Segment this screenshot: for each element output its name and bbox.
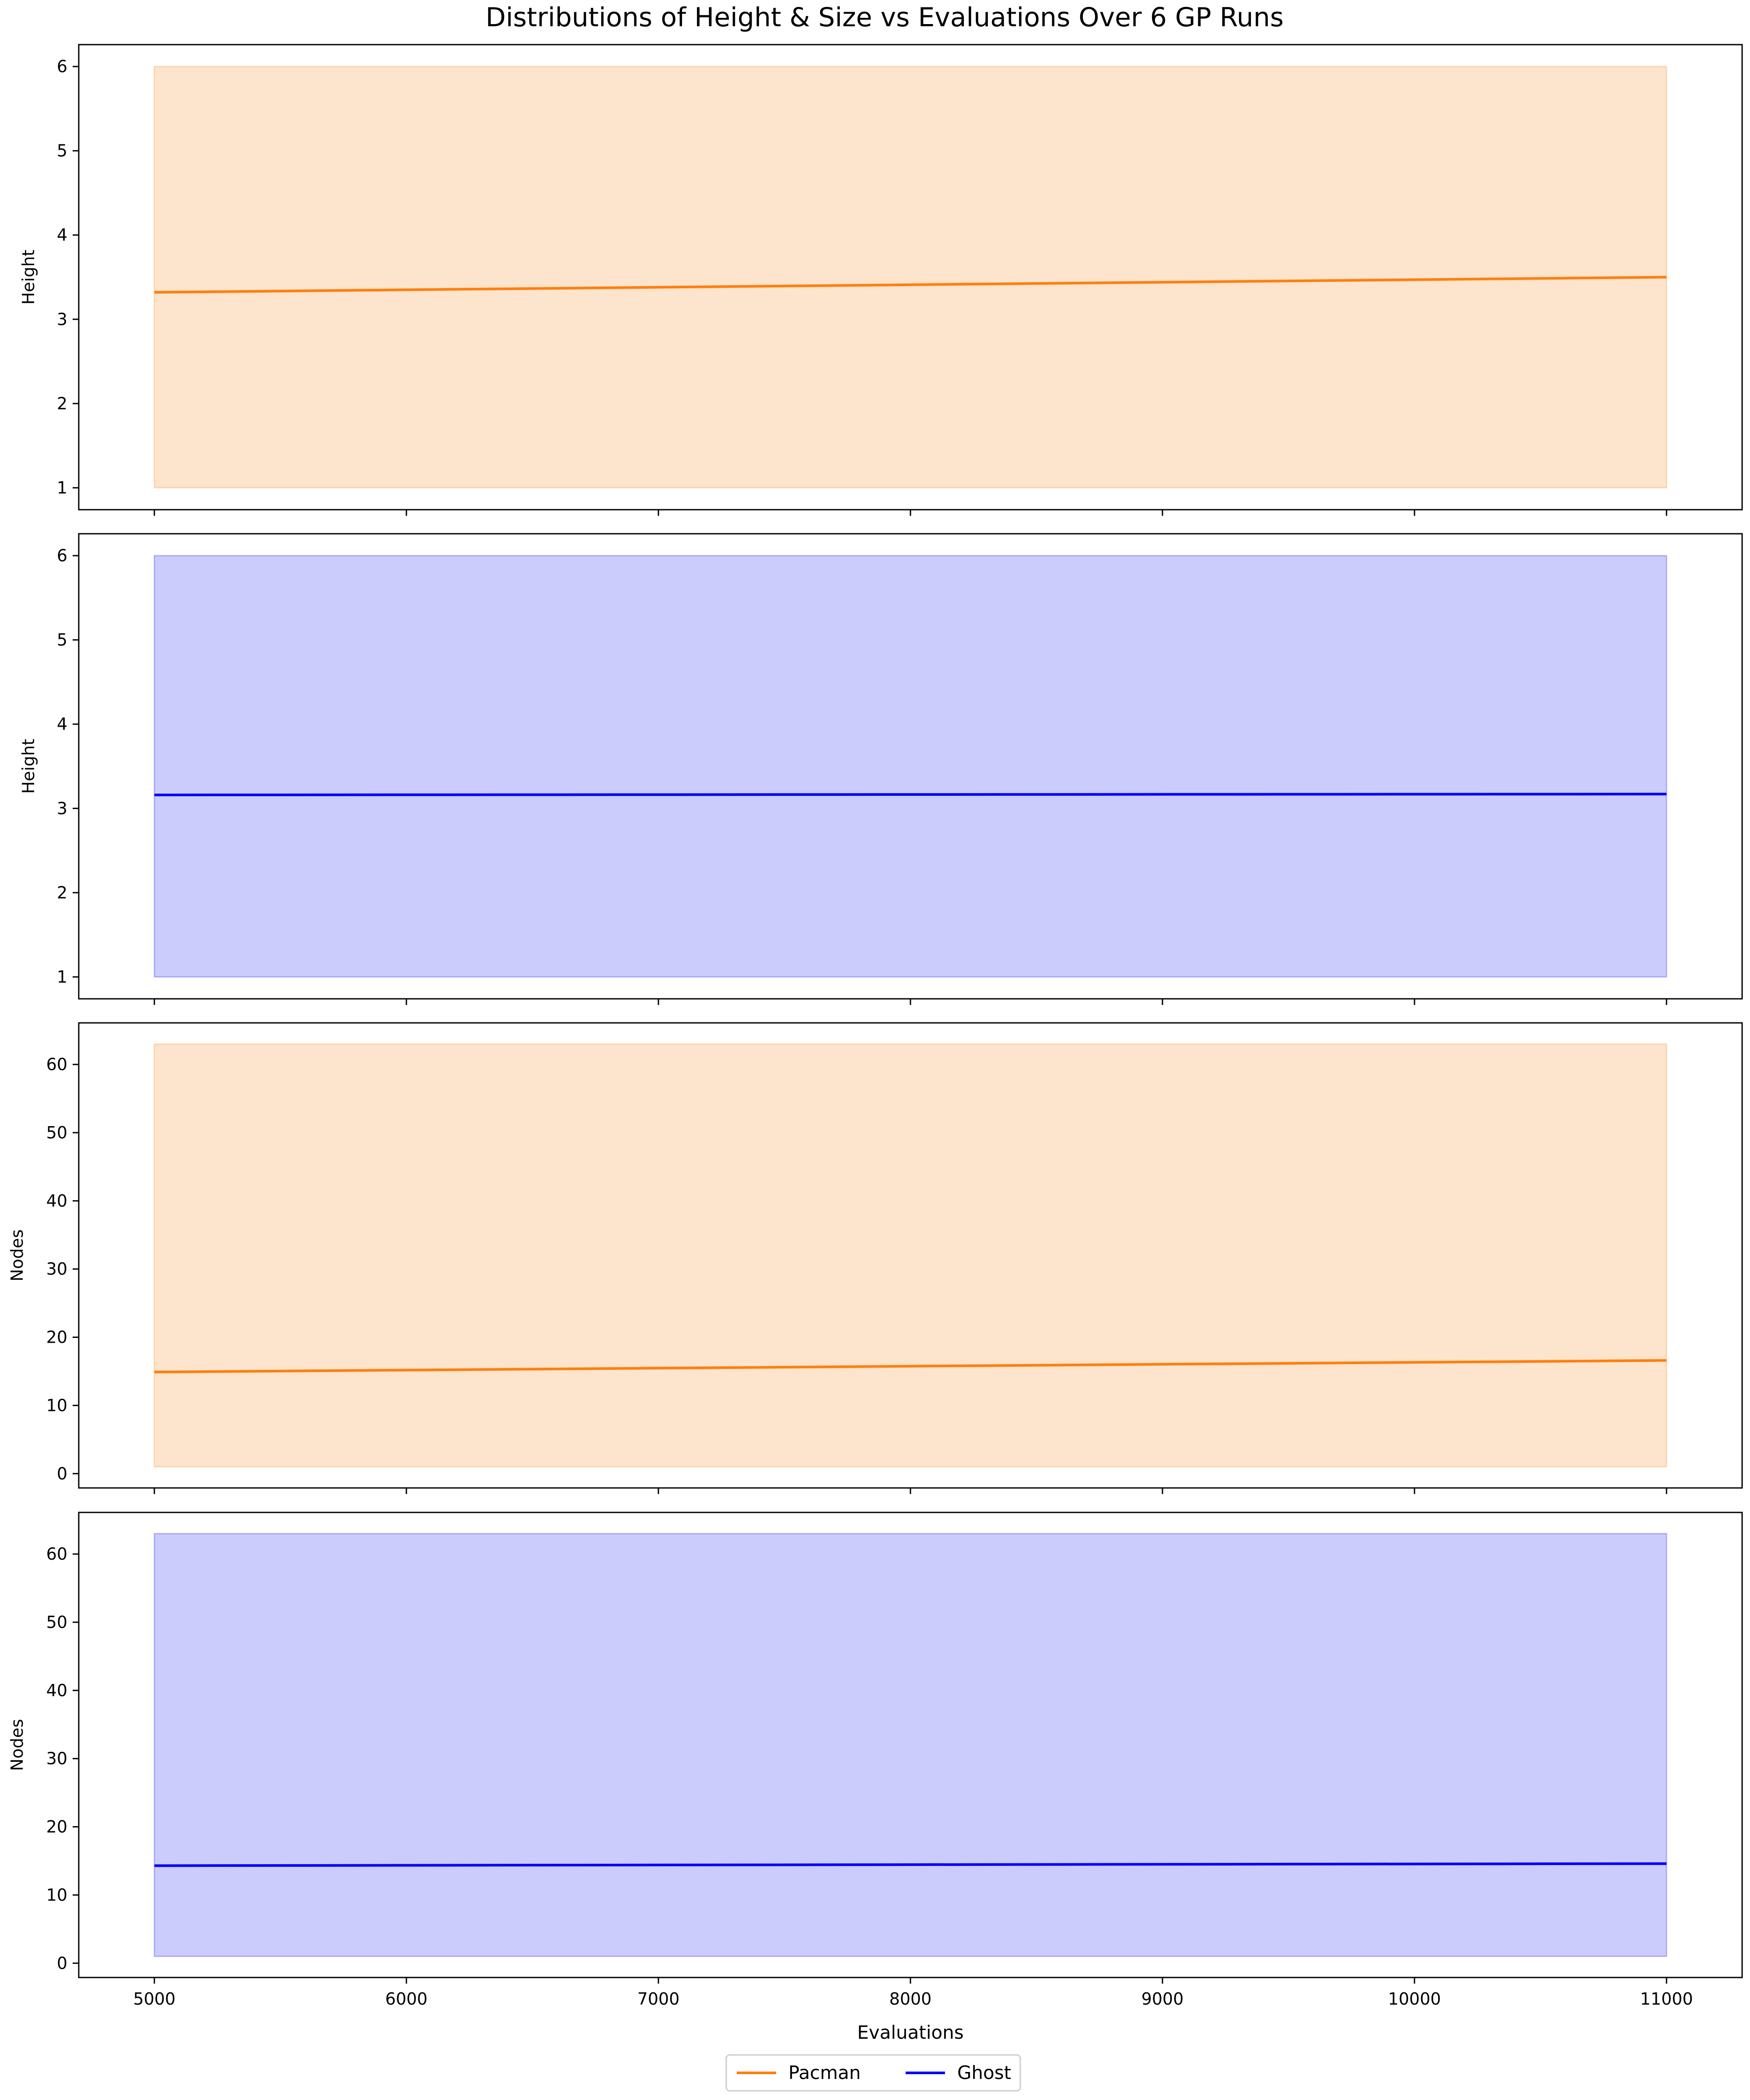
y-tick-label: 0	[57, 1953, 67, 1973]
subplot-2: 1 2 3 4 5 6 Height	[19, 533, 1743, 1005]
x-axis-label: Evaluations	[857, 2022, 964, 2043]
y-tick-label: 0	[57, 1464, 67, 1483]
line-ghost	[154, 793, 1667, 796]
line-pacman	[154, 1359, 1667, 1374]
y-tick-label: 3	[57, 799, 67, 818]
x-tick-label: 10000	[1388, 1989, 1441, 2009]
y-tick-label: 10	[46, 1885, 67, 1904]
y-tick-label: 20	[46, 1328, 67, 1347]
y-tick-label: 20	[46, 1817, 67, 1837]
y-tick-label: 1	[57, 478, 67, 497]
legend-box	[725, 2054, 1021, 2092]
legend-label-ghost: Ghost	[957, 2062, 1011, 2083]
y-tick-label: 2	[57, 394, 67, 413]
y-tick-label: 5	[57, 630, 67, 650]
y-tick-label: 60	[46, 1544, 67, 1564]
legend: Pacman Ghost	[725, 2054, 1021, 2092]
y-axis-label: Nodes	[7, 1719, 27, 1771]
x-tick-label: 9000	[1141, 1989, 1184, 2009]
legend-label-pacman: Pacman	[788, 2062, 861, 2083]
y-tick-label: 60	[46, 1055, 67, 1074]
y-axis-label: Height	[19, 739, 38, 794]
x-tick-label: 11000	[1640, 1989, 1693, 2009]
y-tick-label: 40	[46, 1191, 67, 1211]
y-tick-label: 2	[57, 883, 67, 902]
y-tick-label: 30	[46, 1749, 67, 1768]
y-tick-label: 5	[57, 141, 67, 161]
band-pacman	[154, 66, 1667, 489]
band-ghost	[154, 1533, 1667, 1957]
x-tick-label: 8000	[889, 1989, 932, 2009]
y-tick-label: 50	[46, 1613, 67, 1632]
subplot-1: 1 2 3 4 5 6 Height	[19, 44, 1743, 516]
y-tick-label: 40	[46, 1681, 67, 1700]
subplots: 1 2 3 4 5 6 Height 1 2 3 4 5 6 Height 0 10 20 30 40 50 60 Nod…	[7, 44, 1743, 2009]
line-pacman	[154, 276, 1667, 294]
x-tick-label: 7000	[637, 1989, 680, 2009]
y-tick-label: 30	[46, 1260, 67, 1279]
y-axis-label: Height	[19, 250, 38, 305]
y-tick-label: 6	[57, 57, 67, 76]
y-tick-label: 4	[57, 225, 67, 245]
subplot-3: 0 10 20 30 40 50 60 Nodes	[7, 1022, 1743, 1494]
y-tick-label: 1	[57, 967, 67, 987]
line-ghost	[154, 1862, 1667, 1867]
y-tick-label: 6	[57, 546, 67, 565]
y-tick-label: 50	[46, 1123, 67, 1142]
y-axis-label: Nodes	[7, 1229, 27, 1281]
x-tick-label: 5000	[133, 1989, 175, 2009]
x-tick-label: 6000	[385, 1989, 428, 2009]
subplot-4: 0 10 20 30 40 50 60 5000 6000 7000 8000 9000 10000 11…	[7, 1512, 1743, 2009]
y-tick-label: 3	[57, 310, 67, 329]
y-tick-label: 10	[46, 1396, 67, 1415]
y-tick-label: 4	[57, 714, 67, 734]
band-pacman	[154, 1043, 1667, 1468]
band-ghost	[154, 555, 1667, 978]
figure-title: Distributions of Height & Size vs Evalua…	[486, 2, 1284, 33]
